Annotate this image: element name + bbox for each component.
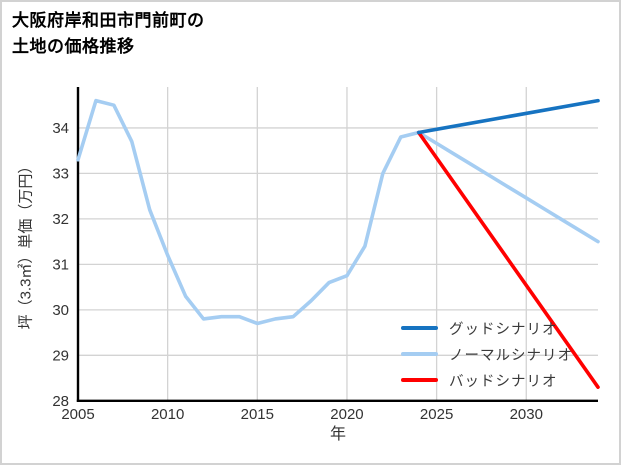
- x-tick-label: 2020: [330, 406, 363, 423]
- legend-label: グッドシナリオ: [449, 321, 558, 338]
- x-tick-label: 2010: [151, 406, 184, 423]
- y-tick-label: 34: [52, 120, 69, 137]
- y-tick-label: 28: [52, 393, 69, 410]
- page-title: 大阪府岸和田市門前町の 土地の価格推移: [12, 8, 205, 61]
- legend-item-2: バッドシナリオ: [401, 367, 573, 393]
- y-tick-label: 30: [52, 302, 69, 319]
- legend-swatch-icon: [401, 352, 438, 356]
- x-tick-label: 2025: [420, 406, 453, 423]
- x-tick-label: 2015: [241, 406, 274, 423]
- y-tick-label: 33: [52, 165, 69, 182]
- series-line-1: [76, 98, 600, 326]
- x-tick-label: 2030: [510, 406, 543, 423]
- title-line-2: 土地の価格推移: [12, 37, 135, 57]
- legend-label: ノーマルシナリオ: [449, 347, 573, 364]
- legend-item-1: ノーマルシナリオ: [401, 341, 573, 367]
- legend-swatch-icon: [401, 378, 438, 382]
- x-tick-label: 2005: [61, 406, 94, 423]
- y-tick-label: 31: [52, 256, 69, 273]
- legend-item-0: グッドシナリオ: [401, 315, 573, 341]
- y-axis-label: 坪（3.3㎡）単価（万円）: [17, 158, 35, 330]
- series-line-2: [416, 130, 600, 389]
- title-line-1: 大阪府岸和田市門前町の: [12, 11, 205, 30]
- legend-label: バッドシナリオ: [449, 373, 558, 390]
- legend-swatch-icon: [401, 326, 438, 330]
- x-axis-label: 年: [329, 426, 346, 443]
- y-tick-label: 32: [52, 211, 69, 228]
- series-line-0: [416, 98, 600, 135]
- y-tick-label: 29: [52, 347, 69, 364]
- legend: グッドシナリオ ノーマルシナリオ バッドシナリオ: [401, 315, 573, 393]
